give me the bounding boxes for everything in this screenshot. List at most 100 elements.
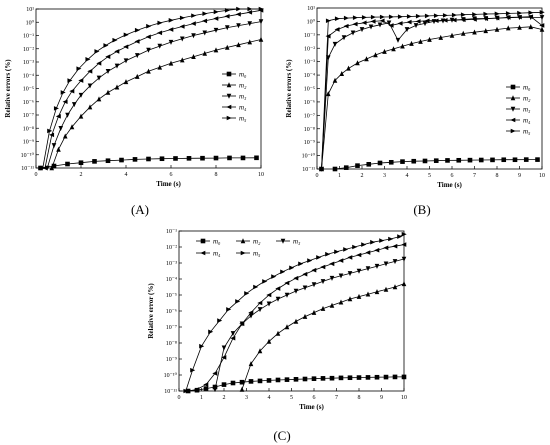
data-point-m2-a — [224, 44, 230, 50]
data-point-m2-c — [338, 299, 344, 305]
x-tick-label-a: 0 — [35, 172, 38, 178]
data-point-m5-c — [190, 367, 196, 373]
data-point-m4-c — [401, 242, 407, 247]
data-point-m5-c — [183, 388, 189, 394]
data-point-m4-c — [194, 387, 200, 392]
data-point-m3-c — [329, 275, 335, 281]
y-tick-label-b: 10⁻⁸ — [304, 127, 315, 133]
series-line-m5-a — [42, 8, 261, 169]
data-point-m2-c — [248, 361, 254, 367]
data-point-m0-c — [356, 375, 362, 380]
data-point-m2-c — [239, 386, 245, 392]
data-point-m5-c — [325, 251, 331, 257]
data-point-m4-b — [451, 17, 457, 23]
data-point-m5-c — [289, 265, 295, 271]
data-point-m3-a — [134, 53, 140, 59]
data-point-m2-a — [258, 36, 264, 42]
data-point-m3-c — [248, 313, 254, 319]
data-point-m2-a — [87, 104, 93, 110]
data-point-m0-c — [401, 374, 407, 380]
data-point-m3-a — [213, 27, 219, 33]
data-point-m5-a — [236, 6, 242, 12]
data-point-m4-a — [105, 54, 111, 59]
chart-panel-b: 0 1 2 3 4 5 6 7 8 9 10 10⁻¹¹ 10⁻¹⁰ 10⁻⁹ 10⁻⁸ 10⁻⁷ 10⁻⁶ 10… — [285, 6, 545, 189]
y-tick-label-c: 10⁻⁶ — [166, 309, 177, 315]
data-point-m2-b — [505, 25, 511, 31]
data-point-m4-c — [356, 252, 362, 258]
data-point-m4-b — [343, 23, 349, 29]
data-point-m3-a — [157, 43, 163, 49]
data-point-m5-a — [67, 78, 73, 83]
data-point-m4-a — [235, 12, 241, 17]
data-point-m3-b — [404, 27, 410, 33]
data-point-m3-a — [146, 47, 151, 53]
data-point-m5-a — [123, 32, 129, 38]
legend-marker-m5-a — [226, 115, 232, 121]
data-point-m2-b — [449, 32, 455, 38]
y-tick-label-c: 10⁻¹¹ — [164, 389, 177, 395]
data-point-m3-c — [374, 263, 380, 269]
data-point-m0-b — [377, 160, 383, 166]
data-point-m4-b — [471, 17, 477, 22]
data-point-m2-b — [438, 34, 444, 40]
data-point-m2-b — [418, 38, 423, 44]
x-axis-label-a: Time (s) — [156, 180, 181, 188]
legend-label-m5-b: m₅ — [523, 128, 531, 136]
data-point-m3-c — [293, 288, 299, 294]
legend-label-m4-c: m₄ — [213, 250, 221, 258]
data-point-m0-c — [374, 374, 380, 380]
data-point-m4-a — [224, 13, 230, 19]
data-point-m5-c — [226, 307, 232, 312]
legend-marker-m5-c — [240, 250, 246, 256]
data-point-m0-a — [65, 161, 70, 167]
x-tick-label-b: 5 — [428, 173, 431, 179]
data-point-m4-c — [221, 355, 227, 360]
data-point-m2-b — [409, 40, 414, 46]
data-point-m2-b — [427, 36, 432, 42]
data-point-m5-a — [168, 17, 174, 23]
data-point-m5-b — [451, 12, 457, 18]
x-tick-label-a: 2 — [80, 172, 83, 178]
data-point-m4-a — [87, 68, 93, 74]
x-tick-label-c: 4 — [268, 395, 271, 401]
data-point-m2-a — [105, 89, 111, 95]
data-point-m5-a — [76, 66, 82, 71]
data-point-m2-a — [96, 96, 102, 102]
data-point-m5-c — [397, 234, 403, 239]
data-point-m5-c — [379, 238, 385, 243]
data-point-m3-a — [191, 33, 196, 39]
data-point-m4-c — [329, 261, 335, 267]
data-point-m3-c — [266, 301, 272, 307]
plot-frame-b — [316, 7, 543, 170]
data-point-m3-b — [386, 20, 392, 26]
series-line-m3-c — [214, 258, 405, 390]
data-point-m3-b — [422, 21, 428, 27]
data-point-m3-a — [105, 68, 111, 74]
data-point-m4-c — [374, 247, 380, 253]
data-point-m2-c — [401, 281, 407, 287]
data-point-m4-b — [539, 23, 545, 28]
data-point-m5-a — [112, 37, 118, 43]
data-point-m5-b — [319, 166, 325, 172]
y-tick-label-c: 10⁻⁷ — [166, 325, 177, 331]
data-point-m5-c — [298, 261, 304, 267]
y-tick-label-b: 10⁻⁴ — [304, 73, 315, 79]
data-point-m5-b — [424, 13, 430, 19]
data-point-m0-a — [92, 159, 97, 164]
data-point-m0-a — [132, 157, 138, 162]
data-point-m5-c — [316, 255, 322, 260]
y-tick-label-a: 10⁻⁶ — [23, 100, 34, 106]
data-point-m0-b — [411, 158, 417, 164]
data-point-m4-a — [157, 30, 163, 36]
data-point-m2-a — [168, 60, 174, 66]
data-point-m0-a — [213, 155, 219, 161]
y-tick-label-b: 10⁻² — [304, 46, 315, 52]
x-tick-label-b: 0 — [316, 173, 319, 179]
data-point-m0-c — [302, 376, 308, 382]
data-point-m5-b — [352, 15, 358, 20]
data-point-m5-b — [406, 14, 412, 19]
data-point-m0-b — [355, 163, 360, 168]
data-point-m0-c — [392, 374, 398, 380]
data-point-m4-b — [494, 15, 500, 21]
